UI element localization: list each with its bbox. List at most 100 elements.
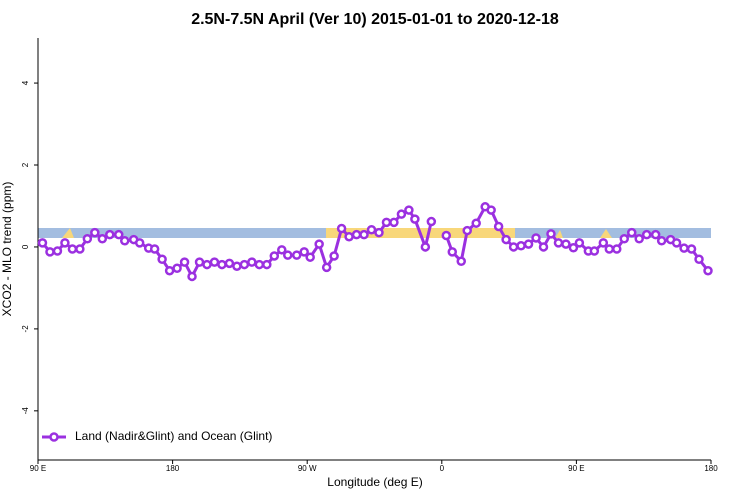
data-point [420, 242, 431, 252]
data-point [589, 246, 600, 256]
data-point [650, 229, 661, 240]
data-point [157, 254, 167, 264]
data-point [486, 205, 496, 215]
data-point [404, 205, 414, 215]
data-point [366, 224, 377, 235]
data-point [679, 243, 689, 253]
data-point [172, 263, 182, 274]
data-point [612, 244, 622, 254]
x-tick-label: 90 E [30, 464, 46, 473]
data-point [82, 234, 93, 244]
data-point [634, 234, 644, 244]
data-point [321, 262, 332, 273]
x-tick-label: 0 [440, 464, 445, 473]
data-point [134, 238, 145, 248]
y-tick-label: -2 [21, 325, 30, 333]
data-point [471, 218, 481, 228]
data-point [626, 227, 637, 238]
data-point [232, 261, 242, 271]
legend-label: Land (Nadir&Glint) and Ocean (Glint) [75, 429, 272, 443]
data-point [179, 257, 190, 267]
land-patch [62, 228, 612, 238]
data-point [164, 265, 175, 276]
data-point [359, 229, 369, 240]
data-point [410, 214, 420, 224]
data-point [305, 252, 315, 262]
data-point [60, 238, 70, 248]
data-point [209, 257, 220, 267]
data-point [45, 247, 55, 257]
data-point [247, 257, 257, 267]
data-point [224, 258, 235, 269]
x-tick-label: 180 [704, 464, 718, 473]
x-axis-label: Longitude (deg E) [327, 475, 422, 489]
x-tick-label: 180 [166, 464, 180, 473]
data-point [217, 259, 227, 270]
data-point [686, 244, 697, 254]
data-point [531, 233, 541, 243]
data-point [568, 243, 579, 253]
data-point [262, 259, 272, 270]
data-point [149, 244, 160, 254]
data-point [546, 229, 556, 239]
data-point [694, 254, 704, 264]
data-point [254, 259, 265, 270]
data-point [67, 244, 78, 254]
data-point [194, 257, 205, 267]
data-point [283, 250, 293, 260]
data-point [119, 236, 130, 246]
data-point [619, 234, 630, 244]
data-point [561, 239, 571, 249]
data-point [641, 229, 652, 240]
data-point [426, 216, 437, 227]
y-tick-label: 4 [21, 80, 30, 85]
chart-title: 2.5N-7.5N April (Ver 10) 2015-01-01 to 2… [191, 11, 559, 28]
data-point [671, 238, 682, 248]
data-point [501, 234, 511, 245]
data-point [493, 221, 504, 232]
data-point [314, 239, 324, 249]
y-axis-label: XCO2 - MLO trend (ppm) [0, 182, 14, 317]
data-point [37, 238, 48, 248]
data-point [97, 234, 108, 244]
data-point [299, 247, 309, 257]
data-point [105, 229, 115, 240]
data-point [329, 251, 339, 261]
data-point [269, 251, 280, 261]
data-point [351, 229, 362, 240]
data-point [75, 244, 85, 254]
y-tick-label: 2 [21, 162, 30, 167]
data-point [389, 217, 399, 228]
data-point [656, 236, 667, 246]
data-point [344, 231, 354, 242]
data-point [598, 238, 609, 248]
data-point [508, 242, 519, 252]
data-point [374, 227, 384, 238]
data-point [604, 244, 615, 254]
data-point [114, 229, 124, 240]
data-point [187, 271, 197, 282]
data-point [336, 223, 347, 234]
data-point [396, 209, 407, 219]
y-tick-label: -4 [21, 407, 30, 415]
data-point [441, 230, 452, 241]
data-point [239, 259, 250, 270]
data-point [703, 265, 713, 276]
data-point [291, 250, 302, 260]
data-point [456, 256, 466, 267]
data-point [538, 242, 549, 252]
data-point [381, 217, 392, 228]
data-point [516, 240, 526, 251]
legend-marker [49, 432, 59, 442]
data-point [90, 227, 100, 238]
data-point [574, 238, 585, 248]
x-tick-label: 90 E [568, 464, 584, 473]
y-tick-label: 0 [21, 244, 30, 249]
data-point [447, 247, 458, 257]
x-tick-label: 90 W [298, 464, 317, 473]
data-point [523, 239, 534, 249]
data-point [553, 238, 564, 248]
data-point [202, 259, 212, 270]
data-point [52, 246, 63, 256]
